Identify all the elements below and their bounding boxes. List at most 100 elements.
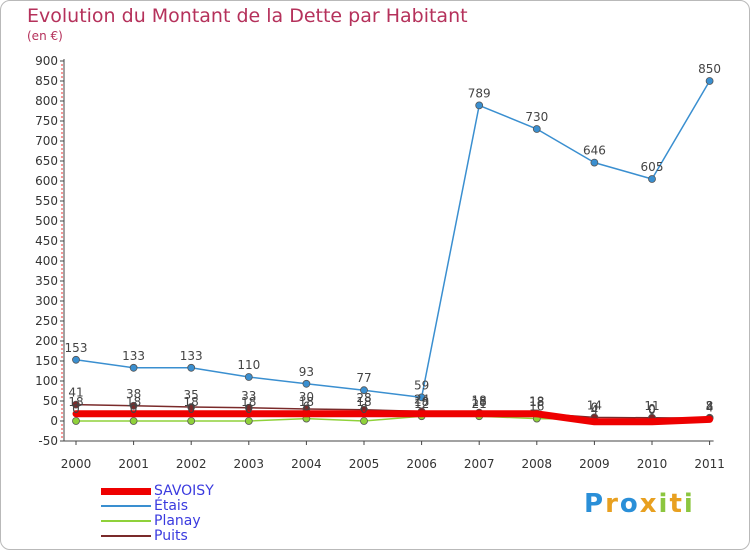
legend-label: Étais: [154, 498, 189, 514]
data-point-tais: [72, 355, 80, 364]
data-label: 4: [591, 403, 599, 417]
legend-swatch: [101, 505, 151, 507]
data-point-tais: [187, 363, 196, 372]
legend-swatch: [101, 535, 151, 537]
x-tick-label: 2010: [637, 457, 668, 471]
data-label: 16: [529, 400, 544, 414]
x-tick-label: 2001: [118, 457, 149, 471]
data-label: 18: [472, 395, 487, 409]
data-label: 28: [356, 391, 371, 405]
y-tick-label: 600: [35, 174, 58, 188]
y-tick-label: 400: [35, 254, 58, 268]
data-label: 110: [237, 358, 260, 372]
x-tick-label: 2008: [522, 457, 553, 471]
data-label: 18: [356, 395, 371, 409]
legend-swatch: [101, 520, 151, 522]
data-label: 0: [591, 400, 599, 414]
x-tick-label: 2002: [176, 457, 207, 471]
data-label: 4: [706, 400, 714, 414]
y-tick-label: -50: [38, 434, 58, 448]
data-label: 93: [299, 365, 314, 379]
x-tick-label: 2011: [694, 457, 725, 471]
x-tick-label: 2003: [234, 457, 265, 471]
y-tick-label: 550: [35, 194, 58, 208]
data-label: 850: [698, 62, 721, 76]
y-tick-label: 250: [35, 314, 58, 328]
y-tick-label: 800: [35, 94, 58, 108]
data-label: 646: [583, 144, 606, 158]
data-label: 18: [68, 395, 83, 409]
data-point-tais: [129, 363, 138, 372]
proxiti-logo: Proxiti: [584, 489, 695, 519]
data-point-tais: [590, 158, 599, 167]
y-tick-label: 50: [43, 394, 58, 408]
y-tick-label: 200: [35, 334, 58, 348]
data-point-planay: [187, 417, 196, 425]
data-label: 18: [414, 395, 429, 409]
data-label: 14: [587, 398, 602, 412]
y-tick-label: 850: [35, 74, 58, 88]
data-label: 11: [644, 399, 659, 413]
y-tick-label: 350: [35, 274, 58, 288]
data-label: 35: [184, 388, 199, 402]
data-point-planay: [244, 417, 253, 425]
x-tick-label: 2009: [579, 457, 610, 471]
y-tick-label: 700: [35, 134, 58, 148]
data-point-tais: [417, 393, 426, 402]
x-tick-label: 2007: [464, 457, 495, 471]
data-label: 789: [468, 86, 491, 100]
series-line-tais: [75, 80, 711, 399]
data-label: 77: [356, 371, 371, 385]
legend-swatch: [101, 487, 151, 495]
data-label: 18: [472, 394, 487, 408]
data-label: 24: [414, 392, 429, 406]
data-point-puits: [129, 401, 138, 410]
data-label: 30: [299, 390, 314, 404]
x-tick-label: 2005: [349, 457, 380, 471]
data-point-planay: [360, 417, 368, 425]
data-point-planay: [129, 417, 138, 425]
data-label: 18: [126, 395, 141, 409]
y-tick-label: 450: [35, 234, 58, 248]
y-tick-label: 300: [35, 294, 58, 308]
logo-letter: P: [584, 489, 606, 519]
x-tick-label: 2000: [61, 457, 92, 471]
data-label: 133: [122, 349, 145, 363]
data-label: 59: [414, 378, 429, 392]
data-label: 18: [529, 395, 544, 409]
data-point-tais: [648, 175, 656, 183]
logo-letter: x: [639, 489, 659, 519]
logo-letter: i: [658, 489, 670, 519]
data-point-tais: [360, 386, 368, 395]
data-label: 133: [180, 349, 203, 363]
data-label: 12: [414, 397, 429, 411]
data-label: 0: [648, 403, 656, 417]
logo-letter: r: [605, 489, 620, 519]
y-tick-label: 750: [35, 114, 58, 128]
y-tick-label: 650: [35, 154, 58, 168]
x-tick-label: 2004: [291, 457, 322, 471]
logo-letter: t: [669, 489, 684, 519]
data-label: 153: [65, 341, 88, 355]
y-tick-label: 150: [35, 354, 58, 368]
y-tick-label: 900: [35, 54, 58, 68]
logo-letter: o: [619, 489, 640, 519]
series-line-savoisy: [72, 410, 714, 426]
y-tick-label: 0: [50, 414, 58, 428]
legend-label: SAVOISY: [154, 483, 214, 499]
x-tick-label: 2006: [406, 457, 437, 471]
chart-subtitle: (en €): [27, 29, 63, 43]
data-point-tais: [705, 77, 714, 85]
legend-label: Puits: [154, 528, 188, 544]
data-label: 38: [126, 387, 141, 401]
data-label: 41: [68, 386, 83, 400]
data-label: 18: [241, 395, 256, 409]
data-label: 605: [641, 160, 664, 174]
data-point-planay: [72, 417, 80, 425]
data-label: 33: [241, 389, 256, 403]
data-label: 0: [648, 402, 656, 416]
data-label: 8: [706, 399, 714, 413]
data-label: 0: [360, 402, 368, 416]
